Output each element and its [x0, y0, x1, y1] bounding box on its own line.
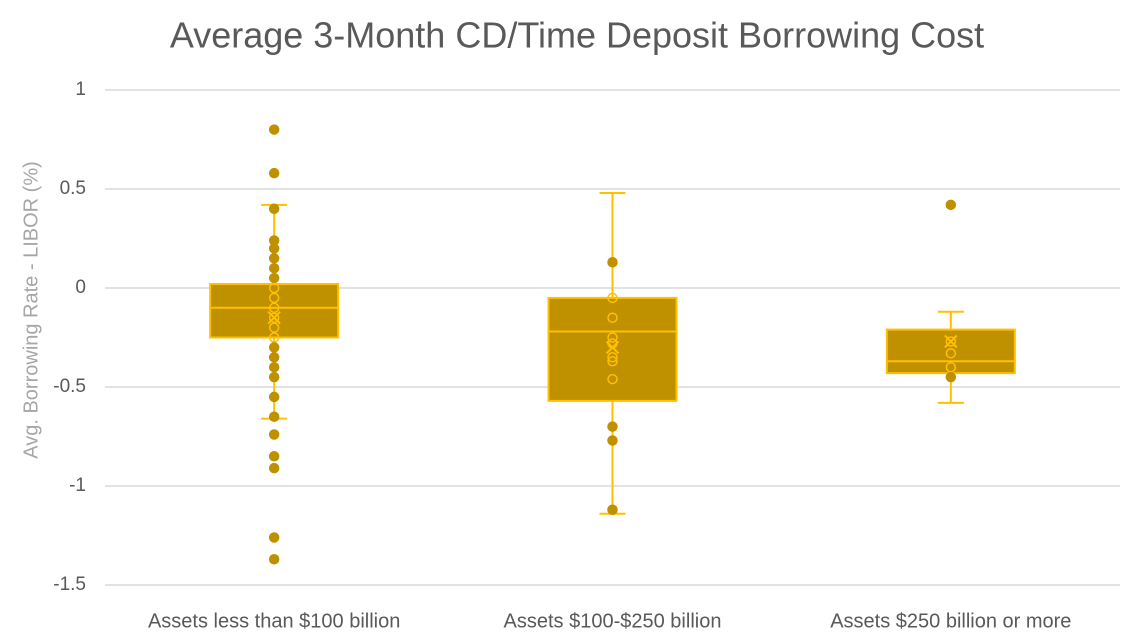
data-point — [607, 373, 618, 385]
data-point — [268, 292, 280, 304]
data-point — [607, 292, 618, 304]
mean-marker — [944, 334, 958, 349]
data-point — [945, 371, 957, 383]
box — [885, 328, 1016, 375]
data-point — [268, 429, 280, 440]
data-point — [268, 532, 280, 543]
data-point — [607, 421, 618, 432]
data-point — [268, 554, 280, 565]
data-point — [268, 272, 280, 284]
data-point — [607, 352, 618, 363]
data-point — [268, 411, 280, 422]
data-point — [268, 451, 280, 462]
data-point — [607, 257, 618, 268]
data-point — [268, 352, 280, 363]
data-point — [268, 332, 280, 343]
data-point — [607, 332, 618, 343]
data-point — [268, 361, 280, 373]
data-point — [268, 391, 280, 403]
y-tick-label: 0 — [75, 277, 86, 298]
data-point — [268, 342, 280, 353]
mean-marker — [605, 340, 620, 355]
data-point — [607, 356, 618, 367]
data-point — [945, 336, 957, 347]
data-point — [607, 504, 618, 516]
data-point — [607, 435, 618, 446]
data-point — [268, 371, 280, 383]
data-point — [268, 243, 280, 254]
y-tick-label: -1 — [69, 475, 86, 496]
y-tick-label: 1 — [75, 79, 86, 100]
data-point — [268, 282, 280, 294]
y-tick-label: -0.5 — [53, 376, 86, 397]
data-point — [268, 253, 280, 264]
y-axis-label: Avg. Borrowing Rate - LIBOR (%) — [20, 161, 42, 459]
data-point — [268, 167, 280, 179]
data-point — [268, 462, 280, 474]
data-point — [268, 203, 280, 215]
chart-title: Average 3-Month CD/Time Deposit Borrowin… — [170, 15, 984, 56]
data-point — [945, 361, 957, 373]
data-point — [945, 348, 957, 359]
data-point — [268, 322, 280, 333]
x-tick-label: Assets $250 billion or more — [830, 610, 1071, 632]
data-point — [607, 312, 618, 323]
y-tick-label: -1.5 — [53, 574, 86, 595]
data-point — [268, 262, 280, 274]
mean-marker — [267, 310, 281, 325]
data-point — [268, 124, 280, 135]
x-tick-label: Assets $100-$250 billion — [504, 610, 722, 632]
data-point — [268, 302, 280, 314]
x-tick-label: Assets less than $100 billion — [148, 610, 400, 632]
data-point — [945, 199, 957, 211]
data-point — [268, 312, 280, 323]
y-tick-label: 0.5 — [60, 178, 86, 199]
